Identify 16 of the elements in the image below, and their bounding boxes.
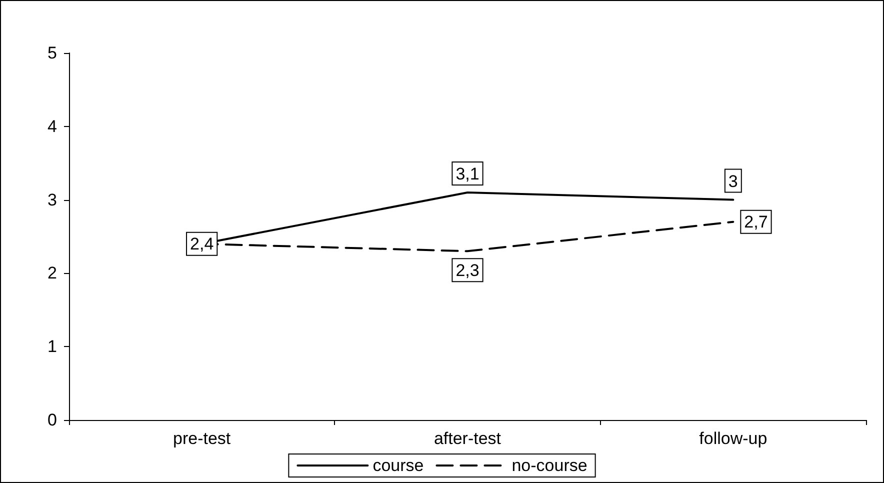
y-tick-label: 0 — [48, 410, 57, 430]
x-tick-label: pre-test — [173, 429, 231, 448]
y-tick-label: 4 — [48, 116, 57, 136]
legend-label: no-course — [512, 456, 588, 475]
y-tick-label: 1 — [48, 337, 57, 356]
x-tick-label: follow-up — [699, 429, 768, 448]
y-tick-label: 2 — [48, 264, 57, 283]
data-label: 3 — [728, 172, 738, 191]
data-label: 2,3 — [456, 261, 480, 280]
x-tick-label: after-test — [434, 429, 502, 448]
data-label: 2,7 — [744, 212, 768, 232]
y-tick-label: 5 — [48, 44, 57, 62]
data-label: 2,4 — [190, 234, 214, 254]
legend-label: course — [372, 456, 424, 475]
y-tick-label: 3 — [48, 190, 57, 210]
data-label: 3,1 — [456, 164, 480, 184]
